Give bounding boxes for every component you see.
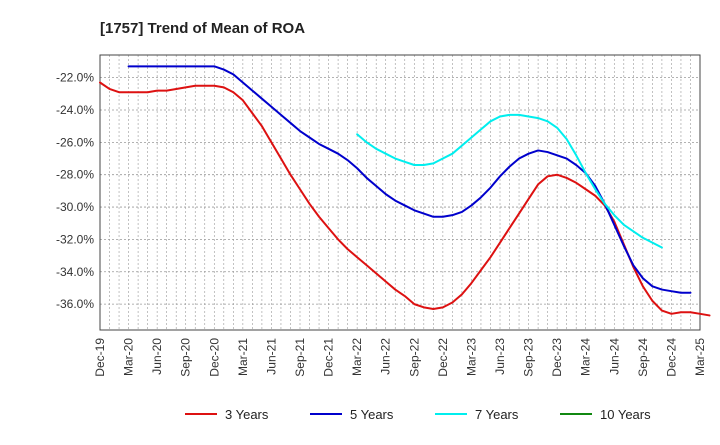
y-tick-label: -30.0%: [56, 200, 94, 214]
x-tick-label: Dec-22: [436, 338, 450, 377]
x-tick-label: Sep-22: [407, 338, 421, 377]
x-tick-label: Jun-20: [150, 338, 164, 375]
chart-title: [1757] Trend of Mean of ROA: [100, 20, 305, 37]
series-line-5-years: [127, 65, 692, 294]
x-tick-label: Mar-20: [122, 338, 136, 376]
x-tick-label: Sep-21: [293, 338, 307, 377]
plot-area: [100, 55, 700, 330]
x-tick-label: Sep-23: [522, 338, 536, 377]
x-tick-label: Dec-19: [93, 338, 107, 377]
y-tick-label: -22.0%: [56, 71, 94, 85]
x-tick-label: Sep-24: [636, 338, 650, 377]
y-tick-label: -36.0%: [56, 297, 94, 311]
x-tick-label: Mar-25: [693, 338, 707, 376]
legend-label-7-years: 7 Years: [475, 407, 519, 422]
x-tick-label: Dec-23: [550, 338, 564, 377]
x-tick-label: Jun-21: [264, 338, 278, 375]
series-lines: [99, 65, 711, 317]
series-line-7-years: [356, 113, 663, 249]
y-tick-label: -24.0%: [56, 103, 94, 117]
x-tick-label: Mar-21: [236, 338, 250, 376]
x-tick-label: Dec-20: [207, 338, 221, 377]
legend-label-3-years: 3 Years: [225, 407, 269, 422]
x-tick-label: Jun-22: [379, 338, 393, 375]
y-tick-label: -26.0%: [56, 135, 94, 149]
x-tick-label: Mar-22: [350, 338, 364, 376]
plot-border: [99, 54, 701, 331]
legend: 3 Years 5 Years 7 Years 10 Years: [185, 407, 651, 422]
x-tick-label: Dec-21: [322, 338, 336, 377]
y-tick-label: -34.0%: [56, 265, 94, 279]
y-tick-label: -28.0%: [56, 168, 94, 182]
x-tick-label: Mar-24: [579, 338, 593, 376]
legend-label-5-years: 5 Years: [350, 407, 394, 422]
x-tick-label: Jun-24: [607, 338, 621, 375]
legend-label-10-years: 10 Years: [600, 407, 651, 422]
y-tick-label: -32.0%: [56, 232, 94, 246]
x-tick-label: Sep-20: [179, 338, 193, 377]
x-tick-label: Jun-23: [493, 338, 507, 375]
x-tick-label: Mar-23: [464, 338, 478, 376]
x-tick-label: Dec-24: [664, 338, 678, 377]
axes: -22.0% -24.0% -26.0% -28.0% -30.0% -32.0% -34.…: [56, 54, 707, 377]
